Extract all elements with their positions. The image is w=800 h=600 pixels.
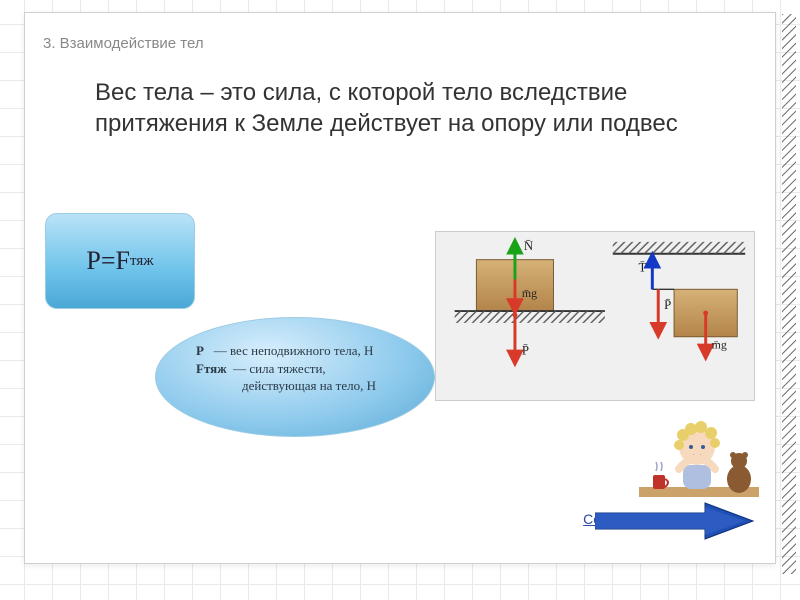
legend-F-sym: Fтяж — [196, 361, 227, 376]
label-mg-right: m̄g — [712, 338, 727, 352]
ceiling-hatch — [613, 242, 745, 254]
next-arrow-button[interactable] — [595, 501, 755, 541]
label-P-right: P̄ — [664, 298, 671, 312]
page-edge-hatch — [782, 14, 796, 574]
section-label: 3. Взаимодействие тел — [43, 35, 204, 52]
formula-P: P — [86, 246, 100, 276]
formula-sub: тяж — [130, 253, 154, 270]
legend-P-txt: — вес неподвижного тела, Н — [214, 343, 374, 358]
formula-F: F — [116, 246, 130, 276]
support-surface-hatch — [455, 311, 605, 323]
definition-text: Вес тела – это сила, с которой тело всле… — [95, 77, 705, 139]
formula-eq: = — [101, 246, 116, 276]
slide-card: 3. Взаимодействие тел Вес тела – это сил… — [24, 12, 776, 564]
legend-oval: P — вес неподвижного тела, Н Fтяж — сила… — [155, 317, 435, 437]
label-mg-left: m̄g — [522, 286, 537, 300]
label-T: T̄ — [638, 261, 646, 275]
legend-P-sym: P — [196, 343, 204, 358]
legend-F-txt: — сила тяжести, — [233, 361, 326, 376]
label-N: N̄ — [524, 239, 533, 253]
legend-F-txt2: действующая на тело, Н — [242, 378, 376, 393]
label-P-left: P̄ — [522, 344, 529, 358]
force-diagram-svg: N̄ m̄g P̄ T̄ P̄ m̄g — [436, 232, 754, 400]
formula-box: P = Fтяж — [45, 213, 195, 309]
force-diagram-panel: N̄ m̄g P̄ T̄ P̄ m̄g — [435, 231, 755, 401]
